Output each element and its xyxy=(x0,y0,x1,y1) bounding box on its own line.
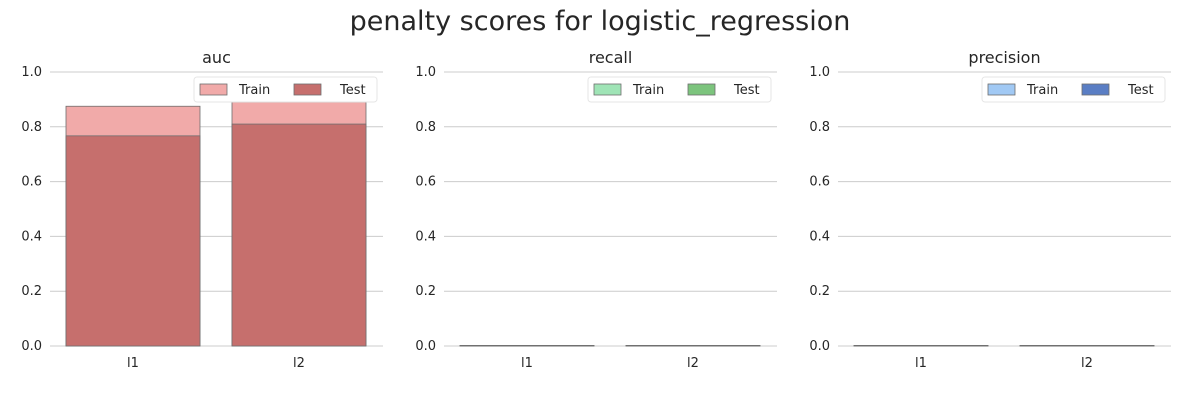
y-tick-label: 1.0 xyxy=(809,65,830,80)
panel-auc: 0.0 0.2 0.4 0.6 0.8 1.0 auc l1 l2 Train Test xyxy=(21,48,383,371)
legend-swatch-test xyxy=(687,83,716,96)
panel-title: auc xyxy=(202,48,231,67)
y-tick-label: 1.0 xyxy=(415,65,436,80)
legend-swatch-train xyxy=(593,83,622,96)
legend-label-train: Train xyxy=(1026,83,1058,98)
y-tick-label: 0.0 xyxy=(809,339,830,354)
figure-title: penalty scores for logistic_regression xyxy=(350,6,851,37)
y-tick-label: 0.2 xyxy=(809,284,830,299)
y-tick-label: 0.6 xyxy=(21,175,42,190)
panel-recall: 0.0 0.2 0.4 0.6 0.8 1.0 recall l1 l2 Train Test xyxy=(415,48,777,371)
legend-label-test: Test xyxy=(733,83,760,98)
legend-swatch-train xyxy=(987,83,1016,96)
y-tick-label: 0.8 xyxy=(21,120,42,135)
legend-swatch-test xyxy=(1081,83,1110,96)
x-tick-label: l2 xyxy=(687,356,699,371)
legend: Train Test xyxy=(193,76,378,103)
legend-swatch-train xyxy=(199,83,228,96)
bar-test-l2 xyxy=(231,123,367,347)
x-tick-label: l1 xyxy=(521,356,533,371)
legend: Train Test xyxy=(981,76,1166,103)
bar-test-l2 xyxy=(1019,345,1155,347)
x-tick-label: l1 xyxy=(127,356,139,371)
y-tick-label: 0.0 xyxy=(415,339,436,354)
y-tick-label: 0.6 xyxy=(809,175,830,190)
legend-swatch-test xyxy=(293,83,322,96)
y-tick-label: 0.6 xyxy=(415,175,436,190)
y-tick-label: 0.4 xyxy=(415,229,436,244)
legend-label-test: Test xyxy=(339,83,366,98)
legend-box xyxy=(981,76,1166,103)
bar-test-l1 xyxy=(853,345,989,347)
x-tick-label: l2 xyxy=(293,356,305,371)
y-tick-label: 1.0 xyxy=(21,65,42,80)
y-tick-label: 0.8 xyxy=(415,120,436,135)
panel-precision: 0.0 0.2 0.4 0.6 0.8 1.0 precision l1 l2 Train Test xyxy=(809,48,1171,371)
bar-test-l1 xyxy=(65,135,201,347)
y-tick-label: 0.4 xyxy=(809,229,830,244)
bar-test-l2 xyxy=(625,345,761,347)
y-tick-label: 0.2 xyxy=(415,284,436,299)
legend-label-test: Test xyxy=(1127,83,1154,98)
x-tick-label: l2 xyxy=(1081,356,1093,371)
panels: 0.0 0.2 0.4 0.6 0.8 1.0 auc l1 l2 Train Test 0.0 0.2… xyxy=(21,48,1171,371)
x-tick-label: l1 xyxy=(915,356,927,371)
legend-label-train: Train xyxy=(238,83,270,98)
y-tick-label: 0.0 xyxy=(21,339,42,354)
y-tick-label: 0.4 xyxy=(21,229,42,244)
legend-box xyxy=(587,76,772,103)
panel-title: recall xyxy=(589,48,633,67)
legend-label-train: Train xyxy=(632,83,664,98)
panel-title: precision xyxy=(968,48,1040,67)
y-tick-label: 0.2 xyxy=(21,284,42,299)
y-tick-label: 0.8 xyxy=(809,120,830,135)
bar-test-l1 xyxy=(459,345,595,347)
legend-box xyxy=(193,76,378,103)
legend: Train Test xyxy=(587,76,772,103)
